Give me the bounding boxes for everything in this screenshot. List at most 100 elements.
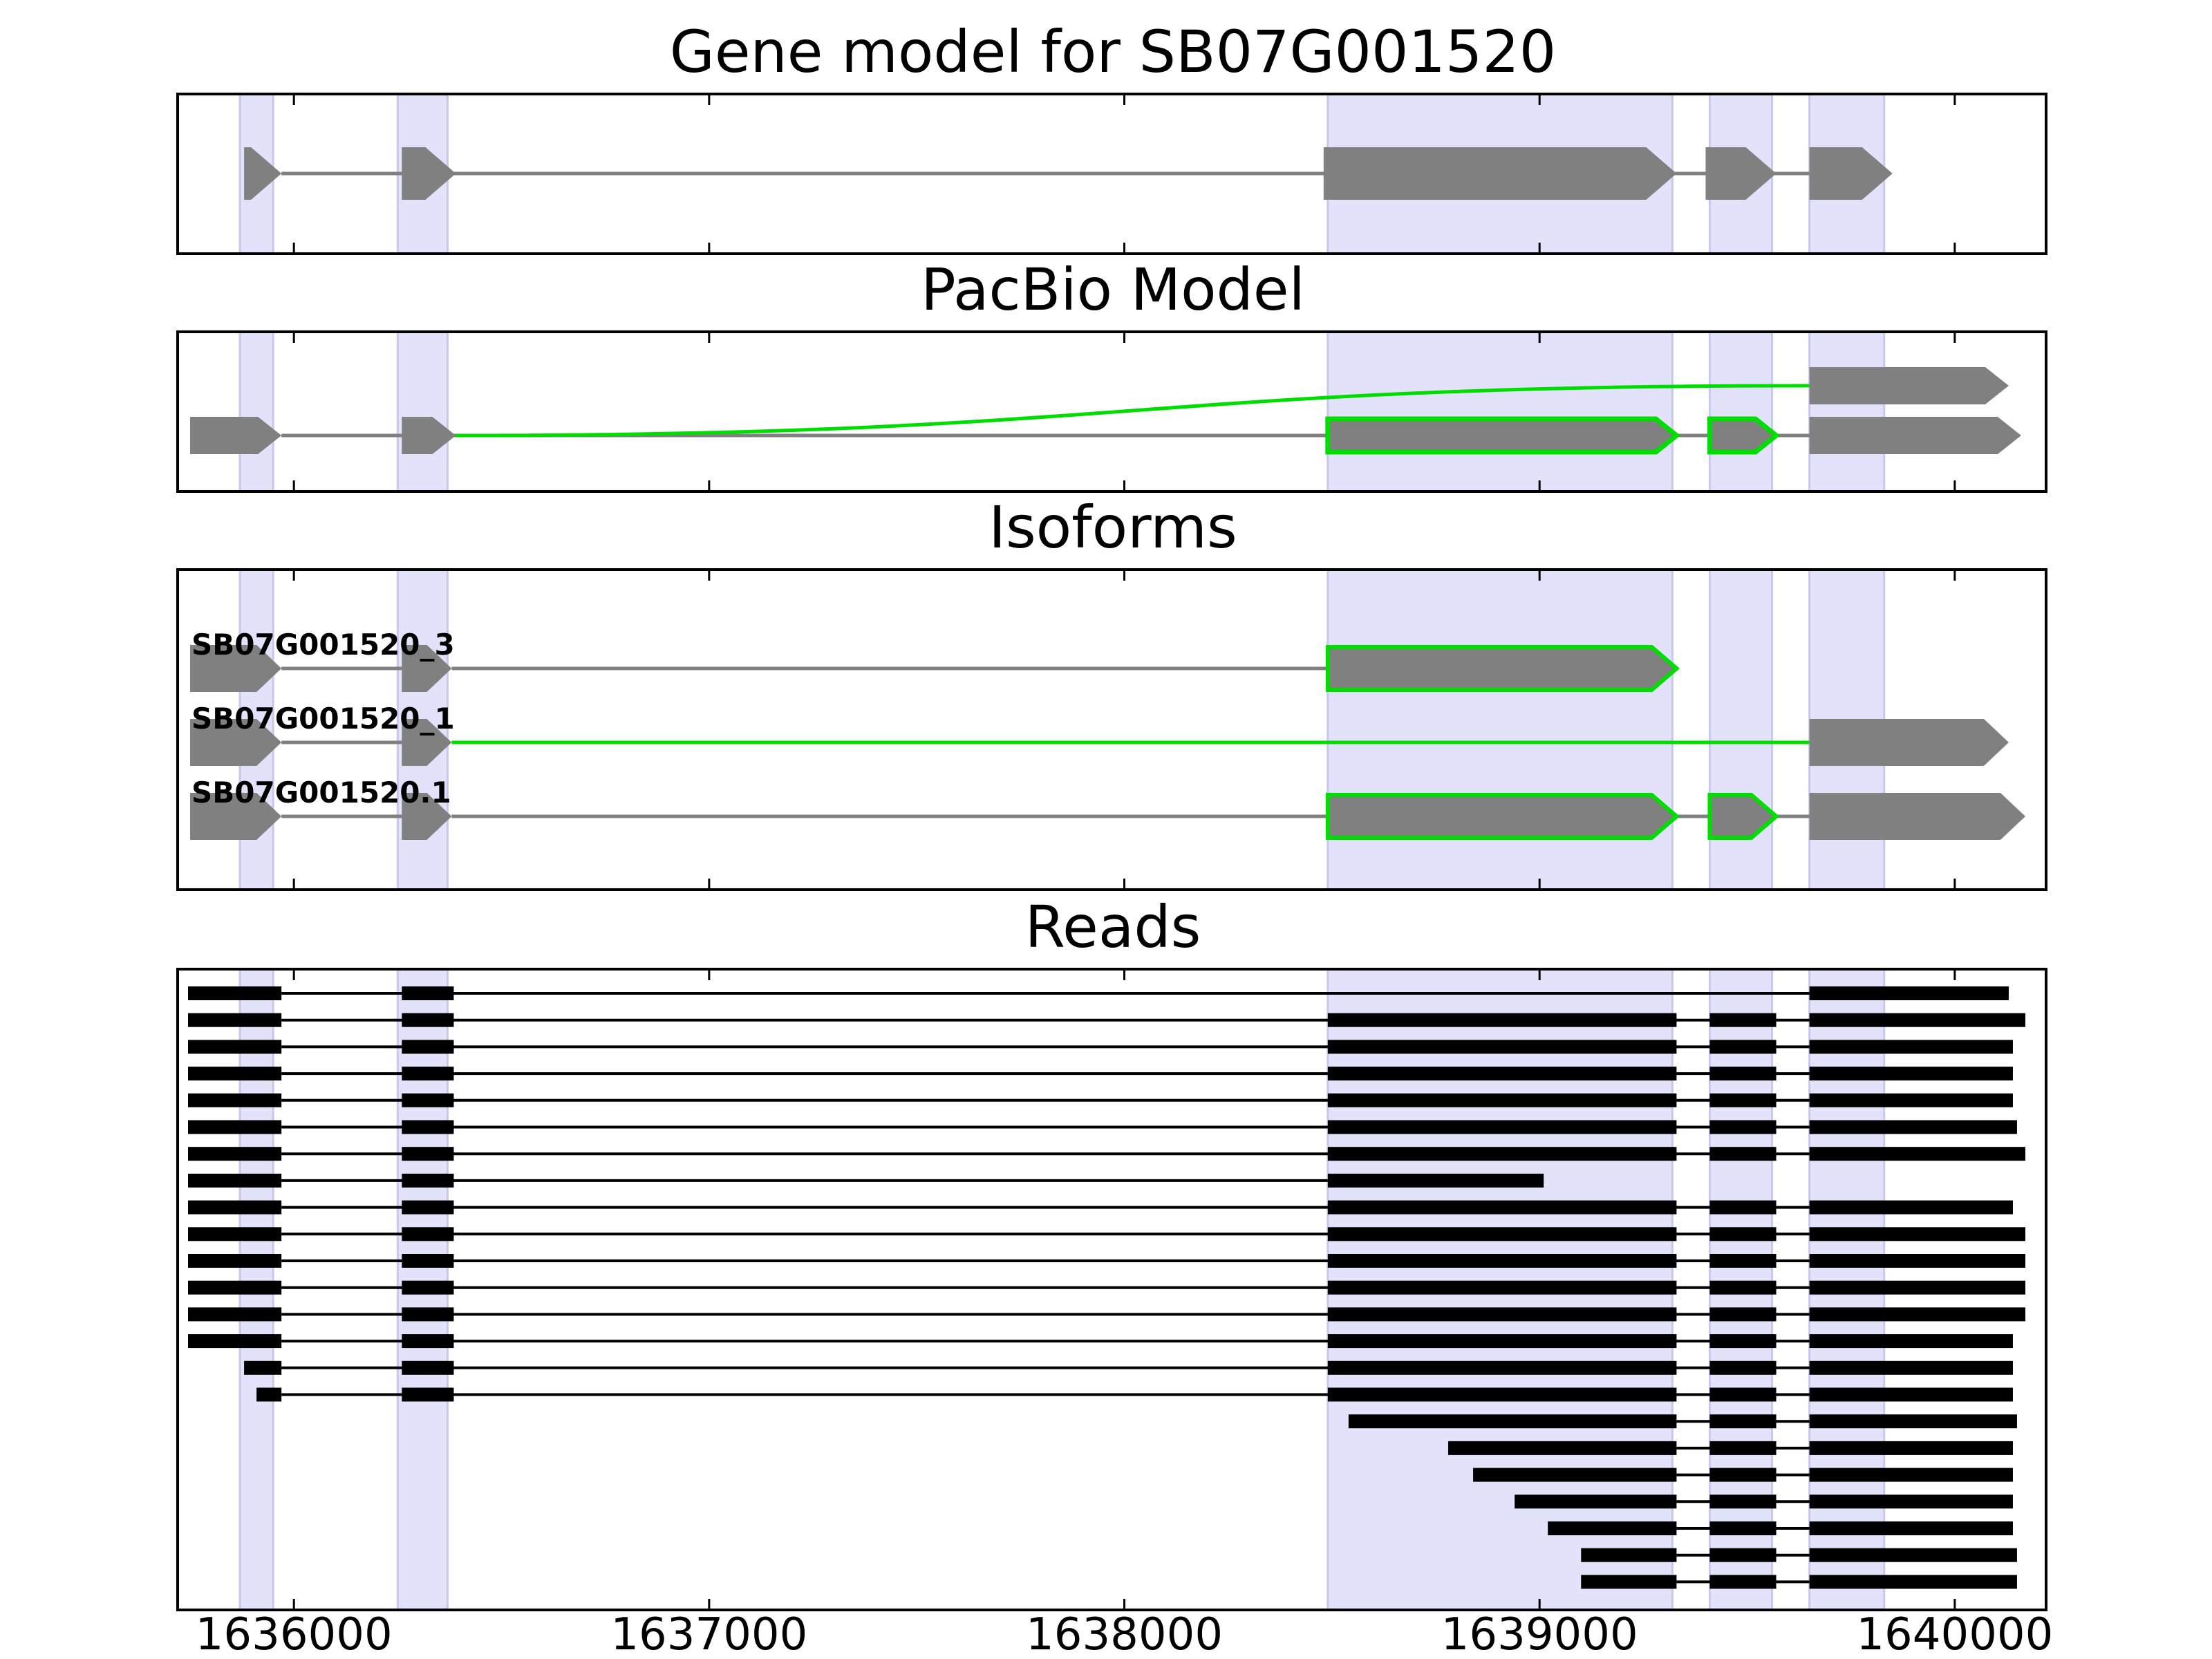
panel-isoforms: SB07G001520_3 SB07G001520_1 SB07G001520.1 [176, 568, 2047, 891]
exon [1809, 147, 1893, 200]
exon [1809, 417, 2021, 454]
read-block [1709, 1093, 1777, 1107]
read-block [1709, 1521, 1777, 1535]
read-block [1709, 1120, 1777, 1134]
read-block [402, 1360, 454, 1375]
read-block [188, 1093, 282, 1107]
read-block [1327, 1307, 1677, 1322]
read-block [1809, 1387, 2013, 1402]
exon [190, 719, 282, 766]
read-block [1809, 1441, 2013, 1455]
exon [402, 645, 452, 692]
read-block [1709, 1414, 1777, 1429]
read-block [402, 986, 454, 1000]
read-block [402, 1334, 454, 1349]
read [188, 1254, 2025, 1268]
highlight-region [1327, 568, 1674, 891]
exon [402, 417, 456, 454]
read-block [1809, 1040, 2013, 1054]
read-block [188, 1307, 282, 1322]
read-block [1581, 1575, 1677, 1589]
read [1515, 1494, 2013, 1509]
read-block [1809, 1227, 2025, 1241]
panel-gene-model [176, 93, 2047, 255]
read [188, 1067, 2013, 1081]
read-block [1809, 1334, 2013, 1349]
read-block [1327, 1227, 1677, 1241]
read-block [1327, 1200, 1677, 1215]
read-block [1709, 1334, 1777, 1349]
read-block [1709, 1280, 1777, 1295]
x-tick-label: 1637000 [610, 1609, 807, 1659]
read-block [1348, 1414, 1677, 1429]
exon-highlighted [1325, 416, 1681, 455]
read-block [1709, 1200, 1777, 1215]
read-block [1809, 1280, 2025, 1295]
read [188, 1040, 2013, 1054]
read-block [402, 1200, 454, 1215]
read [188, 986, 2009, 1000]
read-block [402, 1120, 454, 1134]
read-block [1327, 1147, 1677, 1161]
read-block [1515, 1494, 1677, 1509]
panel-frame [176, 93, 2047, 255]
read-block [188, 1334, 282, 1349]
exon-highlighted [1325, 793, 1680, 840]
read-block [1327, 1280, 1677, 1295]
highlight-region [1708, 330, 1774, 493]
exon [1809, 793, 2025, 840]
panel-title-pacbio-model: PacBio Model [921, 256, 1305, 324]
read-block [1809, 1093, 2013, 1107]
x-axis: 1636000 1637000 1638000 1639000 1640000 [196, 1609, 2054, 1659]
read [188, 1120, 2017, 1134]
read-block [402, 1280, 454, 1295]
read-block [1809, 1521, 2013, 1535]
exon [190, 793, 282, 840]
read-block [1809, 1548, 2017, 1562]
read-block [1709, 1360, 1777, 1375]
read-block [402, 1013, 454, 1027]
highlight-region [1327, 330, 1674, 493]
isoform-label: SB07G001520_1 [191, 702, 455, 735]
read-block [1809, 1494, 2013, 1509]
read-block [1809, 1575, 2017, 1589]
read-block [188, 1280, 282, 1295]
read-block [1709, 1013, 1777, 1027]
read-block [1709, 1575, 1777, 1589]
highlight-region [396, 330, 449, 493]
read-block [1809, 986, 2009, 1000]
read-block [1709, 1307, 1777, 1322]
panel-reads [176, 968, 2047, 1611]
read-block [1327, 1120, 1677, 1134]
read-block [188, 1120, 282, 1134]
splice-junction-curve [456, 384, 1810, 438]
read-block [1709, 1254, 1777, 1268]
read-block [256, 1387, 282, 1402]
read-block [1327, 1360, 1677, 1375]
read-block [1327, 1173, 1544, 1188]
read-block [1709, 1387, 1777, 1402]
read-block [188, 986, 282, 1000]
read [188, 1334, 2013, 1349]
read [188, 1280, 2025, 1295]
read-block [402, 1387, 454, 1402]
read-block [188, 1067, 282, 1081]
isoform-label: SB07G001520.1 [191, 776, 451, 809]
read-block [402, 1040, 454, 1054]
read-block [1327, 1067, 1677, 1081]
read [188, 1173, 1544, 1188]
read-block [1709, 1441, 1777, 1455]
panel-frame [176, 330, 2047, 493]
x-tick-label: 1636000 [196, 1609, 393, 1659]
exon [244, 147, 282, 200]
read-block [188, 1013, 282, 1027]
read-block [402, 1147, 454, 1161]
read-block [1809, 1120, 2017, 1134]
read-block [402, 1254, 454, 1268]
read-block [188, 1173, 282, 1188]
read-block [188, 1227, 282, 1241]
read-block [188, 1040, 282, 1054]
read-block [1809, 1254, 2025, 1268]
read-block [402, 1093, 454, 1107]
